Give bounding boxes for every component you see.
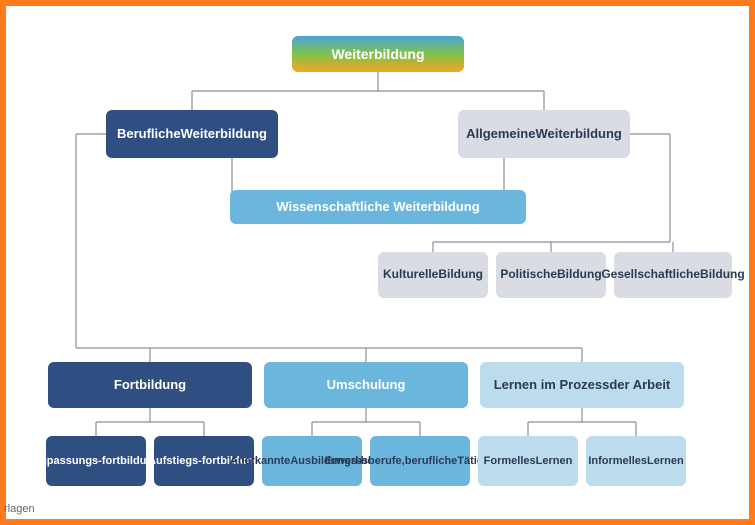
diagram-frame: rlagen Weiterbildung BeruflicheWeiterbild… bbox=[0, 0, 755, 525]
node-allg: AllgemeineWeiterbildung bbox=[458, 110, 630, 158]
node-ges: GesellschaftlicheBildung bbox=[614, 252, 732, 298]
node-formell: FormellesLernen bbox=[478, 436, 578, 486]
node-erwerb: Erwerbsberufe,beruflicheTätigkeiten bbox=[370, 436, 470, 486]
node-lern: Lernen im Prozessder Arbeit bbox=[480, 362, 684, 408]
node-kult: KulturelleBildung bbox=[378, 252, 488, 298]
node-umsch: Umschulung bbox=[264, 362, 468, 408]
node-beruf: BeruflicheWeiterbildung bbox=[106, 110, 278, 158]
node-root: Weiterbildung bbox=[292, 36, 464, 72]
watermark-text: rlagen bbox=[4, 503, 35, 515]
node-informell: InformellesLernen bbox=[586, 436, 686, 486]
node-wiss: Wissenschaftliche Weiterbildung bbox=[230, 190, 526, 224]
node-pol: PolitischeBildung bbox=[496, 252, 606, 298]
node-fort: Fortbildung bbox=[48, 362, 252, 408]
node-anpass: Anpassungs-fortbildung bbox=[46, 436, 146, 486]
